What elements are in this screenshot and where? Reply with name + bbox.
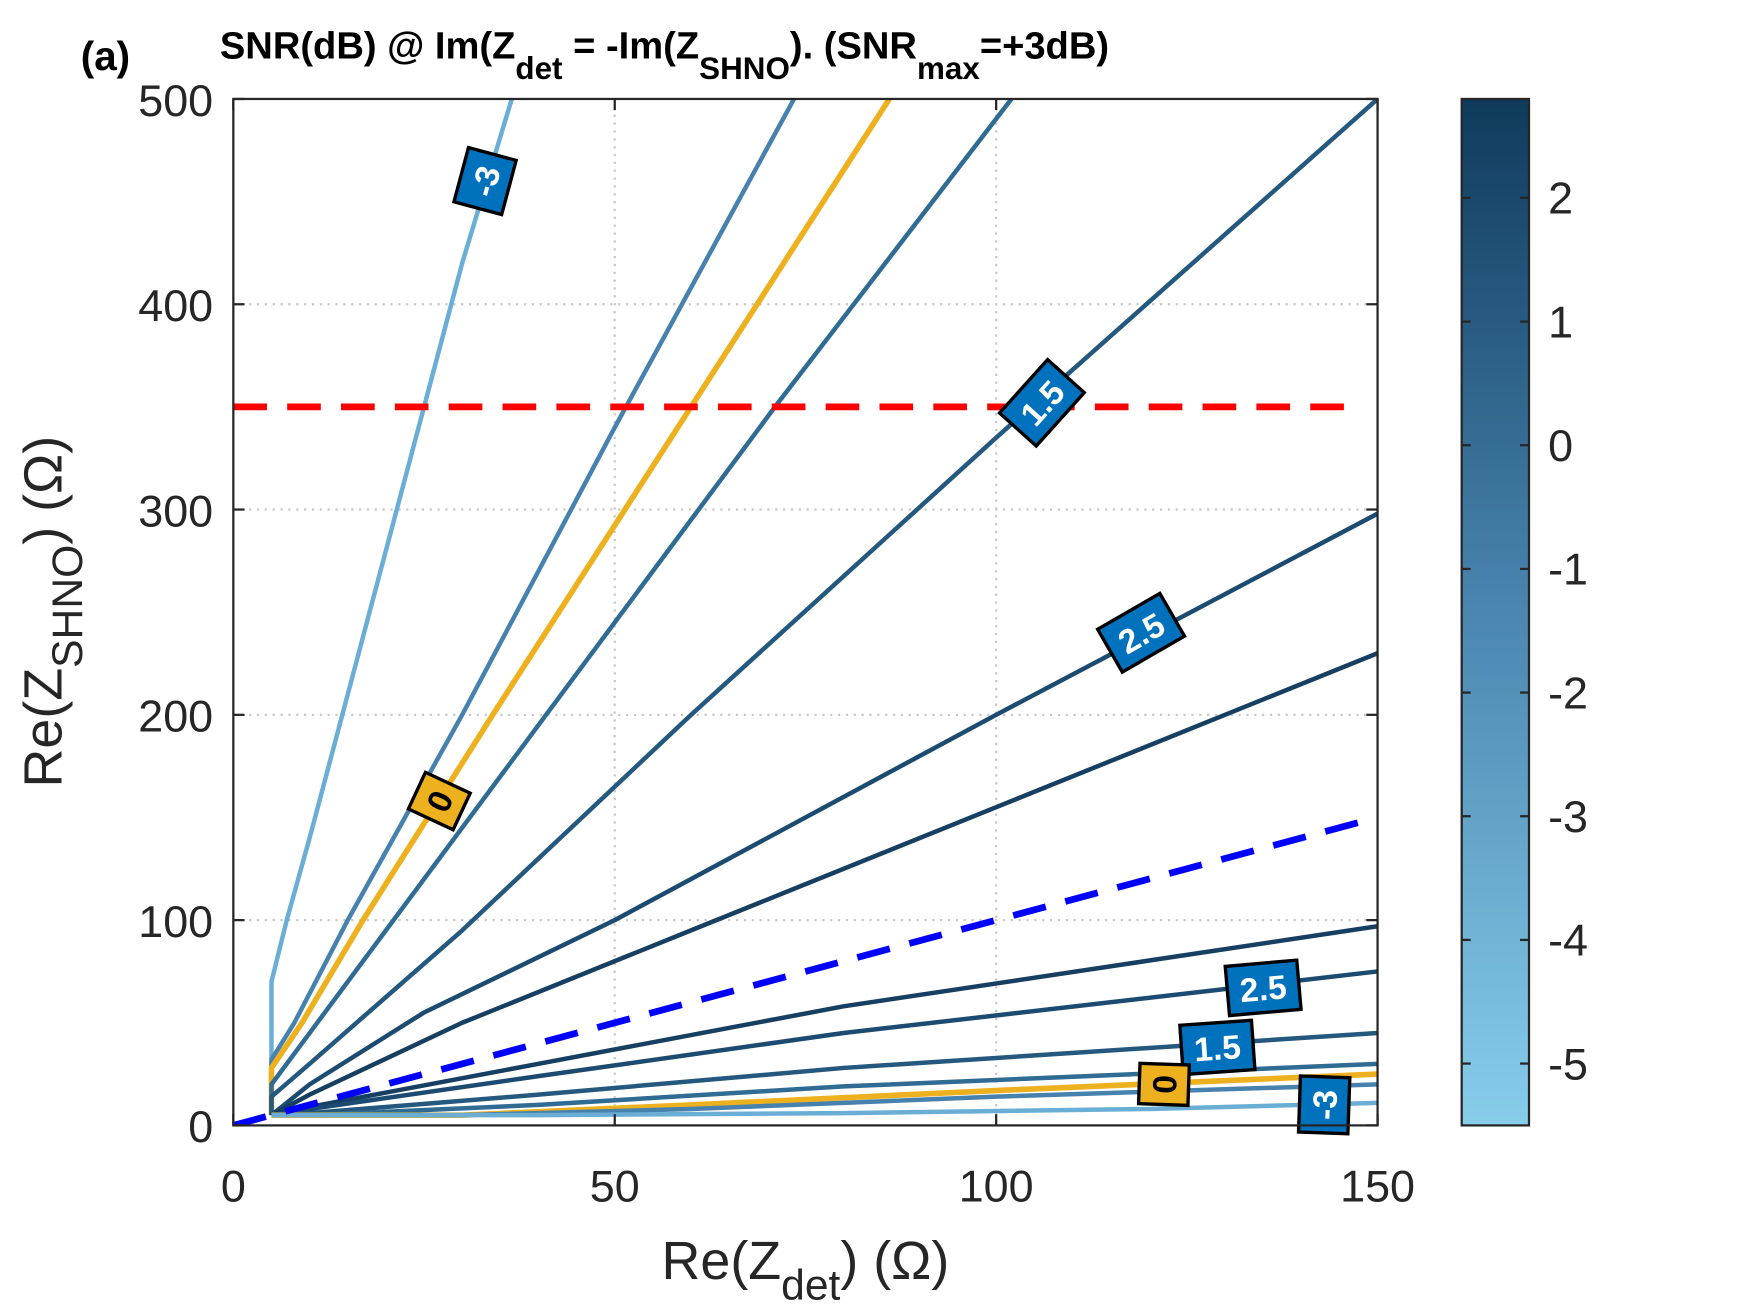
title-part: =+3dB) [980, 25, 1109, 68]
contour-label-text: 0 [1147, 1074, 1185, 1094]
panel-label: (a) [81, 33, 130, 79]
colorbar-tick-label: -5 [1548, 1038, 1588, 1089]
contour-line-level-neg3 [269, 98, 514, 1116]
label-tail: ) (Ω) [840, 1231, 949, 1291]
contour-label: 0 [1136, 1061, 1192, 1108]
contour-label-text: -3 [1307, 1089, 1345, 1120]
colorbar-tick-label: -4 [1548, 915, 1588, 966]
contour-line-level-1 [269, 98, 1014, 1116]
label-sub: det [781, 1261, 840, 1309]
colorbar-tick-label: 2 [1548, 173, 1573, 224]
y-tick-label: 200 [138, 691, 213, 742]
contour-line-level-neg1 [269, 98, 796, 1116]
y-tick-label: 100 [138, 896, 213, 947]
title-part: max [917, 51, 980, 86]
colorbar [1460, 97, 1531, 1127]
contour-label-box [451, 145, 519, 217]
colorbar-tick-label: -2 [1548, 667, 1588, 718]
y-tick-label: 0 [188, 1101, 213, 1152]
contour-labels: -301.52.52.51.50-3 [406, 145, 1352, 1136]
grid [233, 98, 1378, 1126]
contour-label: 1.5 [1178, 1018, 1257, 1077]
chart-title: SNR(dB) @ Im(Zdet = -Im(ZSHNO). (SNRmax=… [220, 25, 1109, 86]
contour-line-level-neg3 [271, 1100, 1378, 1118]
colorbar-tick-label: -3 [1548, 791, 1588, 842]
contour-label-box [1136, 1061, 1192, 1108]
colorbar-tick-label: 0 [1548, 420, 1573, 471]
contour-lines [268, 98, 1378, 1118]
y-tick-label: 300 [138, 485, 213, 536]
contour-line-level-1_5 [269, 98, 1378, 1116]
label-main: Re(Z [14, 668, 74, 788]
title-part: det [515, 51, 563, 86]
colorbar-tick-label: 1 [1548, 296, 1573, 347]
title-part: ). (SNR [790, 25, 917, 68]
contour-label: -3 [1296, 1074, 1352, 1136]
y-tick-label: 400 [138, 280, 213, 331]
label-sub: SHNO [44, 545, 92, 668]
label-tail: ) (Ω) [14, 436, 74, 545]
contour-label-box [1296, 1074, 1352, 1136]
colorbar-ticks: -5 -4 -3 -2 -1 0 1 2 [1461, 173, 1588, 1089]
contour-label: -3 [451, 145, 519, 217]
title-part: SHNO [699, 51, 790, 86]
x-axis-label: Re(Zdet) (Ω) [662, 1231, 950, 1309]
contour-label: 2.5 [1095, 591, 1187, 675]
contour-label-text: 1.5 [1193, 1029, 1242, 1069]
plot-frame [232, 97, 1379, 1127]
x-tick-label: 50 [590, 1161, 640, 1212]
contour-label-box [1178, 1018, 1257, 1077]
contour-line-level-2_5 [270, 511, 1378, 1117]
blue-dashed-line [233, 814, 1378, 1126]
reference-lines [233, 403, 1378, 1126]
contour-label-box [997, 357, 1087, 449]
label-main: Re(Z [662, 1231, 782, 1291]
y-axis-label: Re(ZSHNO) (Ω) [14, 436, 92, 788]
contour-label-box [406, 770, 473, 833]
contour-label-box [1095, 591, 1187, 675]
axis-ticks: 0 50 100 150 0 100 200 300 400 500 [138, 75, 1415, 1212]
x-tick-label: 150 [1340, 1161, 1415, 1212]
y-tick-label: 500 [138, 75, 213, 126]
contour-label: 2.5 [1223, 958, 1303, 1018]
x-tick-label: 100 [959, 1161, 1034, 1212]
contour-label-box [1223, 958, 1303, 1018]
contour-label: 0 [406, 770, 473, 833]
contour-line-level-2_8 [270, 651, 1378, 1118]
title-part: SNR(dB) @ Im(Z [220, 25, 516, 68]
contour-label-text: 2.5 [1238, 969, 1288, 1010]
x-tick-label: 0 [221, 1161, 246, 1212]
colorbar-tick-label: -1 [1548, 544, 1588, 595]
title-part: = -Im(Z [563, 25, 700, 68]
